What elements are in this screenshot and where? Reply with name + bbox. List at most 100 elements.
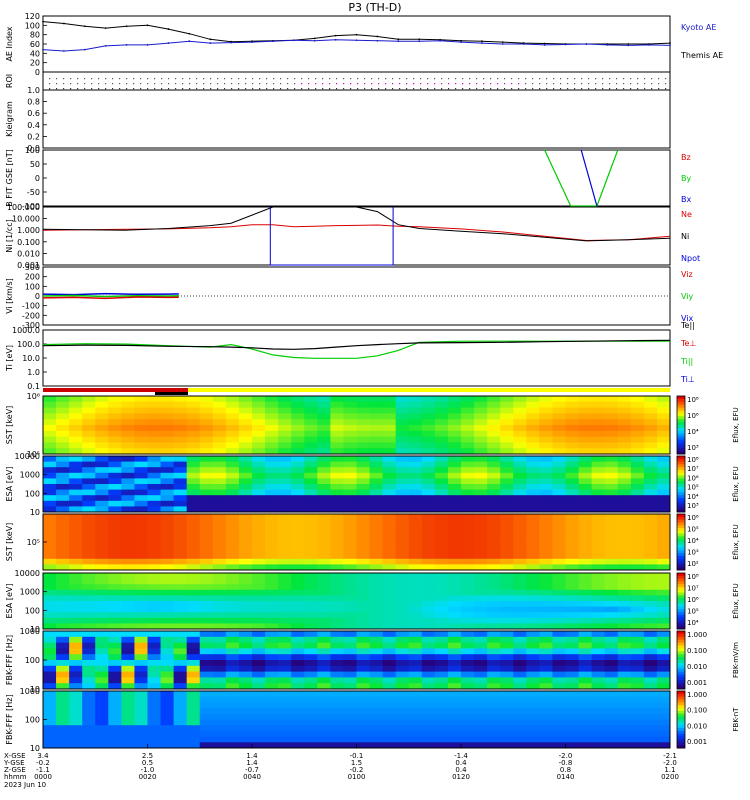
fbk_fff-cell: [199, 654, 214, 661]
sst_burst-cell: [369, 553, 384, 560]
fbk_fff_nt-cell: [356, 713, 371, 720]
sst_burst-cell: [238, 558, 253, 565]
fbk_fff-cell: [578, 636, 593, 644]
esa_full-cell: [212, 467, 227, 474]
esa_burst-cell: [395, 595, 410, 602]
fbk_fff_nt-cell: [304, 708, 318, 715]
sst_burst-cell: [578, 530, 593, 537]
sst_burst-cell: [447, 547, 462, 554]
esa_full-cell: [225, 472, 240, 479]
fbk_fff_nt-cell: [656, 713, 671, 720]
esa_burst-cell: [147, 578, 162, 585]
fbk_fff_nt-cell: [591, 696, 606, 703]
sst_full-cell: [225, 396, 240, 403]
sst_burst-cell: [186, 547, 201, 554]
esa_burst-cell: [291, 606, 305, 613]
roi-marker: [56, 88, 58, 90]
sst_full-cell: [487, 407, 501, 414]
fbk_fff_nt-cell: [578, 691, 593, 698]
roi-marker: [637, 78, 639, 80]
colorbar-cell: [677, 464, 685, 468]
esa_full-cell: [291, 495, 305, 502]
esa_full-cell: [552, 506, 566, 513]
fbk_fff-cell: [238, 631, 253, 638]
esa_full-cell: [395, 489, 410, 496]
sst_full-cell: [434, 442, 449, 449]
fbk_fff_nt-cell: [434, 696, 449, 703]
sst_burst-cell: [421, 536, 436, 543]
fbk_fff-cell: [212, 677, 227, 684]
roi-marker: [315, 88, 317, 90]
roi-marker: [406, 88, 408, 90]
colorbar-cell: [677, 430, 685, 435]
esa_full-cell: [617, 489, 632, 496]
esa_burst-cell: [513, 623, 527, 630]
sst_burst-cell: [186, 553, 201, 560]
esa_burst-cell: [252, 606, 266, 613]
fbk_fff-cell: [199, 648, 214, 655]
fbk_fff_nt-cell: [369, 713, 384, 720]
esa_full-cell: [225, 456, 240, 463]
sst_burst-cell: [382, 542, 397, 549]
esa_burst-cell: [356, 612, 371, 619]
fbk_fff_nt-cell: [421, 736, 436, 743]
fbk_fff-cell: [526, 677, 540, 684]
colorbar-cell: [677, 516, 685, 521]
colorbar-cell: [677, 461, 685, 465]
esa_full-cell: [186, 489, 201, 496]
esa_burst-cell: [69, 623, 83, 630]
esa_full-cell: [56, 467, 70, 474]
colorbar-cell: [677, 542, 685, 546]
esa_burst-cell: [421, 584, 436, 591]
fbk_fff-cell: [434, 677, 449, 684]
sst_burst-cell: [617, 542, 632, 549]
esa_full-cell: [578, 495, 593, 502]
esa_full-cell: [56, 495, 70, 502]
sst_burst-cell: [304, 519, 318, 526]
fbk_fff_nt-cell: [356, 730, 371, 738]
esa_full-cell: [134, 456, 148, 463]
fbk_fff_nt-cell: [447, 730, 462, 738]
fbk_fff_nt-cell: [225, 708, 240, 715]
sst_burst-cell: [617, 514, 632, 521]
density-panel-tick-label: 10.000: [12, 215, 40, 224]
esa_burst-cell: [395, 623, 410, 630]
roi-marker: [70, 83, 72, 85]
sst_burst-cell: [134, 542, 148, 549]
fbk_fff_nt-cell: [238, 736, 253, 743]
esa_full-cell: [69, 489, 83, 496]
fbk_fff-cell: [408, 642, 423, 649]
roi-marker: [560, 78, 562, 80]
roi-marker: [518, 78, 520, 80]
esa_burst-cell: [604, 606, 619, 613]
sst_full-cell: [630, 436, 645, 443]
fbk_fff_nt-cell: [408, 730, 423, 738]
roi-marker: [119, 78, 121, 80]
sst_full-cell: [147, 401, 162, 409]
esa_full-cell: [643, 495, 658, 502]
colorbar-cell: [677, 722, 685, 726]
sst_burst-cell: [513, 553, 527, 560]
fbk_fff_nt-cell: [447, 691, 462, 698]
sst_burst-cell: [526, 564, 540, 571]
esa_burst-cell: [408, 617, 423, 624]
sst_burst-cell: [434, 519, 449, 526]
colorbar-cell: [677, 416, 685, 420]
esa_full-cell: [513, 500, 527, 507]
esa_burst-cell: [539, 573, 553, 580]
esa_burst-cell: [408, 601, 423, 608]
colorbar-cell: [677, 693, 685, 698]
esa_full-cell: [565, 506, 580, 513]
esa_full-cell: [121, 456, 135, 463]
esa_burst-cell: [225, 617, 240, 624]
esa_full-cell: [265, 467, 279, 474]
sst_full-cell: [317, 419, 331, 426]
fbk_fff_nt-cell: [160, 719, 175, 726]
fbk_fff_nt-cell: [513, 742, 527, 749]
fbk_fff-cell: [134, 683, 148, 690]
fbk_fff_nt-cell: [147, 702, 162, 709]
esa_full-cell: [447, 484, 462, 491]
esa_burst-cell: [461, 595, 475, 602]
sst_burst-cell: [461, 542, 475, 549]
fbk_fff-cell: [369, 648, 384, 655]
